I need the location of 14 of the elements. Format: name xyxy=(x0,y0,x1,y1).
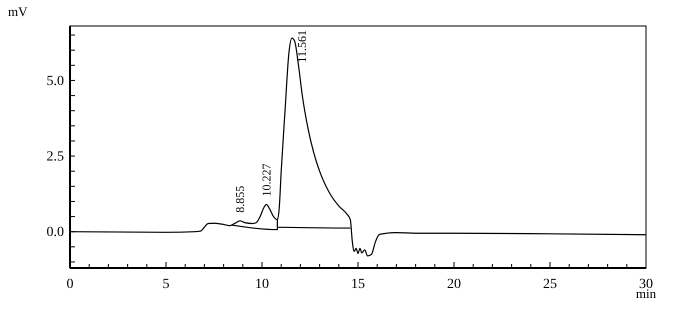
annotation: 10.227 xyxy=(259,163,274,196)
y-tick-label: 5.0 xyxy=(46,74,64,89)
y-axis-title: mV xyxy=(8,4,28,19)
x-tick-label: 15 xyxy=(351,276,365,292)
annotation: 11.561 xyxy=(294,30,309,63)
y-tick-label: 2.5 xyxy=(46,150,64,165)
x-tick-label: 25 xyxy=(543,276,557,292)
y-tick-label: 0.0 xyxy=(46,225,64,240)
x-tick-label: 10 xyxy=(255,276,269,292)
x-tick-label: 30 xyxy=(639,276,653,292)
x-tick-label: 0 xyxy=(66,276,74,292)
x-tick-label: 5 xyxy=(162,276,170,292)
annotation: 8.855 xyxy=(233,186,248,213)
x-tick-label: 20 xyxy=(447,276,461,292)
